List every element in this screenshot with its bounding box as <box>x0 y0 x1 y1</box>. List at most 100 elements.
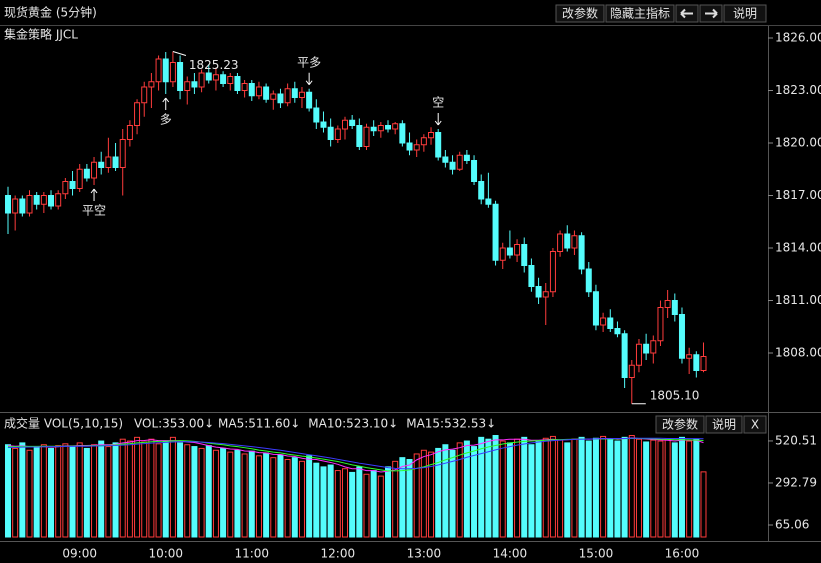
volume-bar <box>26 449 33 538</box>
volume-bar <box>141 441 148 538</box>
volume-bar <box>435 447 442 538</box>
volume-bar <box>306 455 313 538</box>
candle-body <box>363 126 370 147</box>
candle-body <box>349 119 356 126</box>
button-label[interactable]: 改参数 <box>562 6 598 21</box>
volume-bar <box>564 442 571 538</box>
volume-bar <box>549 435 556 538</box>
candle-body <box>198 72 205 88</box>
candle-body <box>5 195 11 214</box>
candle-body <box>83 168 90 179</box>
volume-bar <box>664 438 671 538</box>
candle-body <box>241 83 248 91</box>
arrow-left-icon <box>680 8 693 19</box>
button-label[interactable]: 说明 <box>733 6 757 21</box>
candle-body <box>442 156 449 163</box>
volume-bar <box>377 475 384 538</box>
volume-bar <box>492 435 499 538</box>
candle-body <box>205 72 212 81</box>
candle-body <box>578 235 585 270</box>
x-tick-label: 13:00 <box>407 547 442 561</box>
volume-bar <box>177 442 184 538</box>
volume-bar <box>600 435 607 538</box>
candle-body <box>528 265 535 287</box>
volume-bar <box>126 440 133 538</box>
volume-bar <box>506 442 513 538</box>
candle-body <box>485 198 492 205</box>
candle-body <box>327 126 334 140</box>
volume-bar <box>284 458 291 538</box>
volume-bar <box>248 450 255 538</box>
volume-bar <box>119 438 126 538</box>
x-tick-label: 10:00 <box>148 547 183 561</box>
volume-bar <box>428 451 435 538</box>
candle-body <box>169 62 176 83</box>
volume-bar <box>112 442 119 538</box>
volume-bar <box>585 440 592 538</box>
button[interactable] <box>705 415 743 434</box>
volume-bar <box>528 444 535 538</box>
volume-bar <box>693 438 700 538</box>
y-tick-label: 292.79 <box>775 475 817 489</box>
candle-body <box>191 81 198 88</box>
button-label[interactable]: 说明 <box>712 417 736 432</box>
x-tick-label: 12:00 <box>321 547 356 561</box>
volume-bar <box>628 435 635 538</box>
candle-body <box>298 91 305 98</box>
extreme-pointer <box>172 50 187 56</box>
candle-body <box>112 156 119 168</box>
volume-bar <box>62 443 69 538</box>
x-tick-label: 16:00 <box>665 547 700 561</box>
button-label[interactable]: 改参数 <box>662 417 698 432</box>
volume-bar <box>277 454 284 538</box>
ma-line <box>7 437 704 470</box>
candle-body <box>399 123 406 144</box>
candle-body <box>105 156 112 168</box>
candle-body <box>471 160 478 182</box>
button-label[interactable]: X <box>751 418 759 432</box>
candle-body <box>492 203 499 261</box>
candle-body <box>162 58 169 83</box>
candle-body <box>141 86 148 104</box>
y-tick-label: 520.51 <box>775 433 817 447</box>
extreme-label: 1825.23 <box>189 58 239 72</box>
button[interactable] <box>605 4 675 23</box>
candle-body <box>592 291 599 326</box>
candle-body <box>377 125 384 132</box>
candle-body <box>341 119 348 130</box>
volume-value: VOL:353.00↓ <box>134 417 214 431</box>
volume-bar <box>212 449 219 538</box>
candle-body <box>33 195 40 205</box>
candle-body <box>69 181 76 189</box>
signal-label: 多 <box>160 113 172 127</box>
legend-entry: MA5:511.60↓ <box>218 417 300 431</box>
close-button[interactable] <box>743 415 767 434</box>
candle-body <box>449 161 456 170</box>
candle-body <box>55 193 62 207</box>
button-label[interactable]: 隐藏主指标 <box>610 6 670 21</box>
volume-bar <box>370 470 377 538</box>
volume-bar <box>40 444 47 538</box>
candle-body <box>177 62 184 91</box>
candle-body <box>621 333 628 378</box>
extreme-label: 1805.10 <box>650 388 700 402</box>
candle-body <box>542 291 549 298</box>
candle-body <box>98 161 105 168</box>
volume-bar <box>155 443 162 538</box>
volume-bar <box>657 440 664 538</box>
volume-bar <box>650 439 657 538</box>
volume-bar <box>385 466 392 538</box>
button[interactable] <box>655 415 705 434</box>
volume-bar <box>635 438 642 538</box>
volume-bar <box>442 444 449 538</box>
volume-bar <box>76 442 83 538</box>
candle-body <box>549 251 556 293</box>
volume-bar <box>363 473 370 538</box>
candle-body <box>600 317 607 326</box>
button[interactable] <box>723 4 767 23</box>
y-tick-label: 1817.00 <box>775 188 821 202</box>
volume-bar <box>169 436 176 538</box>
candle-body <box>456 154 463 170</box>
button[interactable] <box>555 4 605 23</box>
